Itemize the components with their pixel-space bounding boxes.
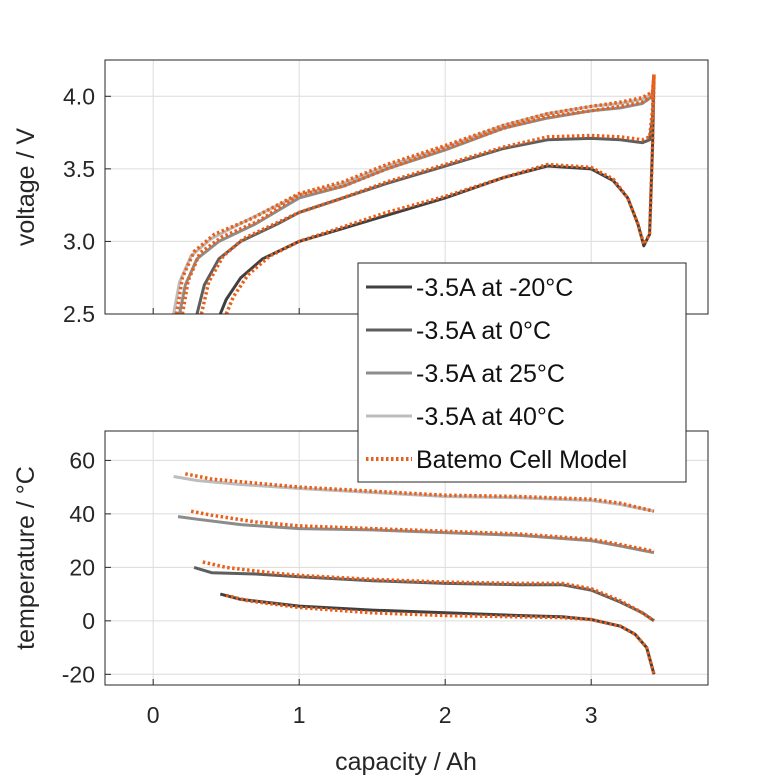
voltage-ticks: 2.5 3.0 3.5 4.0: [63, 83, 592, 327]
measurement-line-1: [218, 74, 656, 314]
x-tick-label: 3: [585, 702, 598, 728]
y-tick-label: 40: [69, 501, 95, 527]
model-line: [224, 74, 656, 314]
y-tick-label: 3.0: [63, 228, 95, 254]
model-line: [184, 472, 655, 513]
measurement-line-3: [177, 515, 655, 555]
model-line: [180, 74, 656, 314]
y-tick-label: 3.5: [63, 156, 95, 182]
legend-label-3: -3.5A at 25°C: [416, 360, 565, 388]
y-tick-label: 4.0: [63, 83, 95, 109]
model-line: [202, 560, 655, 623]
y-tick-label: 60: [69, 447, 95, 473]
legend-label-5: Batemo Cell Model: [416, 446, 627, 474]
y-tick-label: -20: [62, 661, 95, 687]
x-tick-label: 0: [147, 702, 160, 728]
y-tick-label: 2.5: [63, 301, 95, 327]
capacity-axis-label: capacity / Ah: [335, 748, 477, 776]
model-line: [190, 509, 655, 554]
x-tick-label: 2: [439, 702, 452, 728]
legend-label-1: -3.5A at -20°C: [416, 274, 573, 302]
model-line: [225, 593, 656, 675]
model-line: [174, 74, 656, 314]
model-line: [199, 74, 656, 314]
legend-box: [357, 262, 687, 483]
temperature-ticks: 0 1 2 3 -20 0 20 40 60: [62, 447, 598, 728]
y-tick-label: 20: [69, 554, 95, 580]
temperature-series: [173, 472, 656, 675]
voltage-panel: 2.5 3.0 3.5 4.0 voltage / V: [12, 59, 709, 327]
legend: -3.5A at -20°C -3.5A at 0°C -3.5A at 25°…: [357, 262, 687, 483]
legend-label-4: -3.5A at 40°C: [416, 403, 565, 431]
legend-label-2: -3.5A at 0°C: [416, 317, 551, 345]
x-tick-label: 1: [293, 702, 306, 728]
temperature-panel: 0 1 2 3 -20 0 20 40 60 temperature / °C capacity…: [12, 430, 709, 776]
temperature-axis-label: temperature / °C: [12, 466, 40, 650]
voltage-series: [172, 74, 656, 314]
voltage-axis-label: voltage / V: [12, 128, 40, 246]
y-tick-label: 0: [82, 608, 95, 634]
